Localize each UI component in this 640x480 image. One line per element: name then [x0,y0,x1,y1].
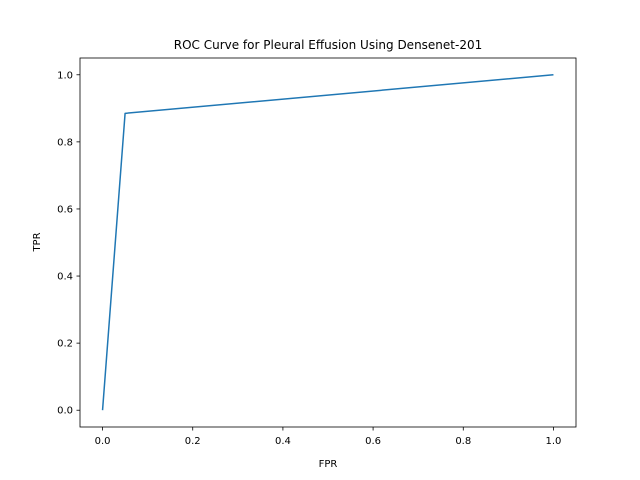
y-tick-label: 0.6 [57,204,73,215]
x-tick-label: 0.6 [365,436,381,447]
chart-title: ROC Curve for Pleural Effusion Using Den… [174,38,483,52]
y-axis-label: TPR [32,232,43,252]
x-axis-ticks: 0.0 0.2 0.4 0.6 0.8 1.0 [95,427,562,447]
y-axis-ticks: 0.0 0.2 0.4 0.6 0.8 1.0 [57,70,80,417]
x-tick-label: 0.4 [275,436,291,447]
y-tick-label: 0.8 [57,137,73,148]
roc-curve-line [101,74,554,411]
x-tick-label: 0.2 [185,436,201,447]
y-tick-label: 0.2 [57,339,73,350]
series-layer [101,74,554,411]
y-tick-label: 0.0 [57,406,73,417]
y-tick-label: 1.0 [57,70,73,81]
axes-frame [79,57,577,428]
x-tick-label: 0.0 [95,436,111,447]
x-axis-label: FPR [319,459,338,470]
x-tick-label: 1.0 [546,436,562,447]
x-tick-label: 0.8 [455,436,471,447]
y-tick-label: 0.4 [57,272,73,283]
